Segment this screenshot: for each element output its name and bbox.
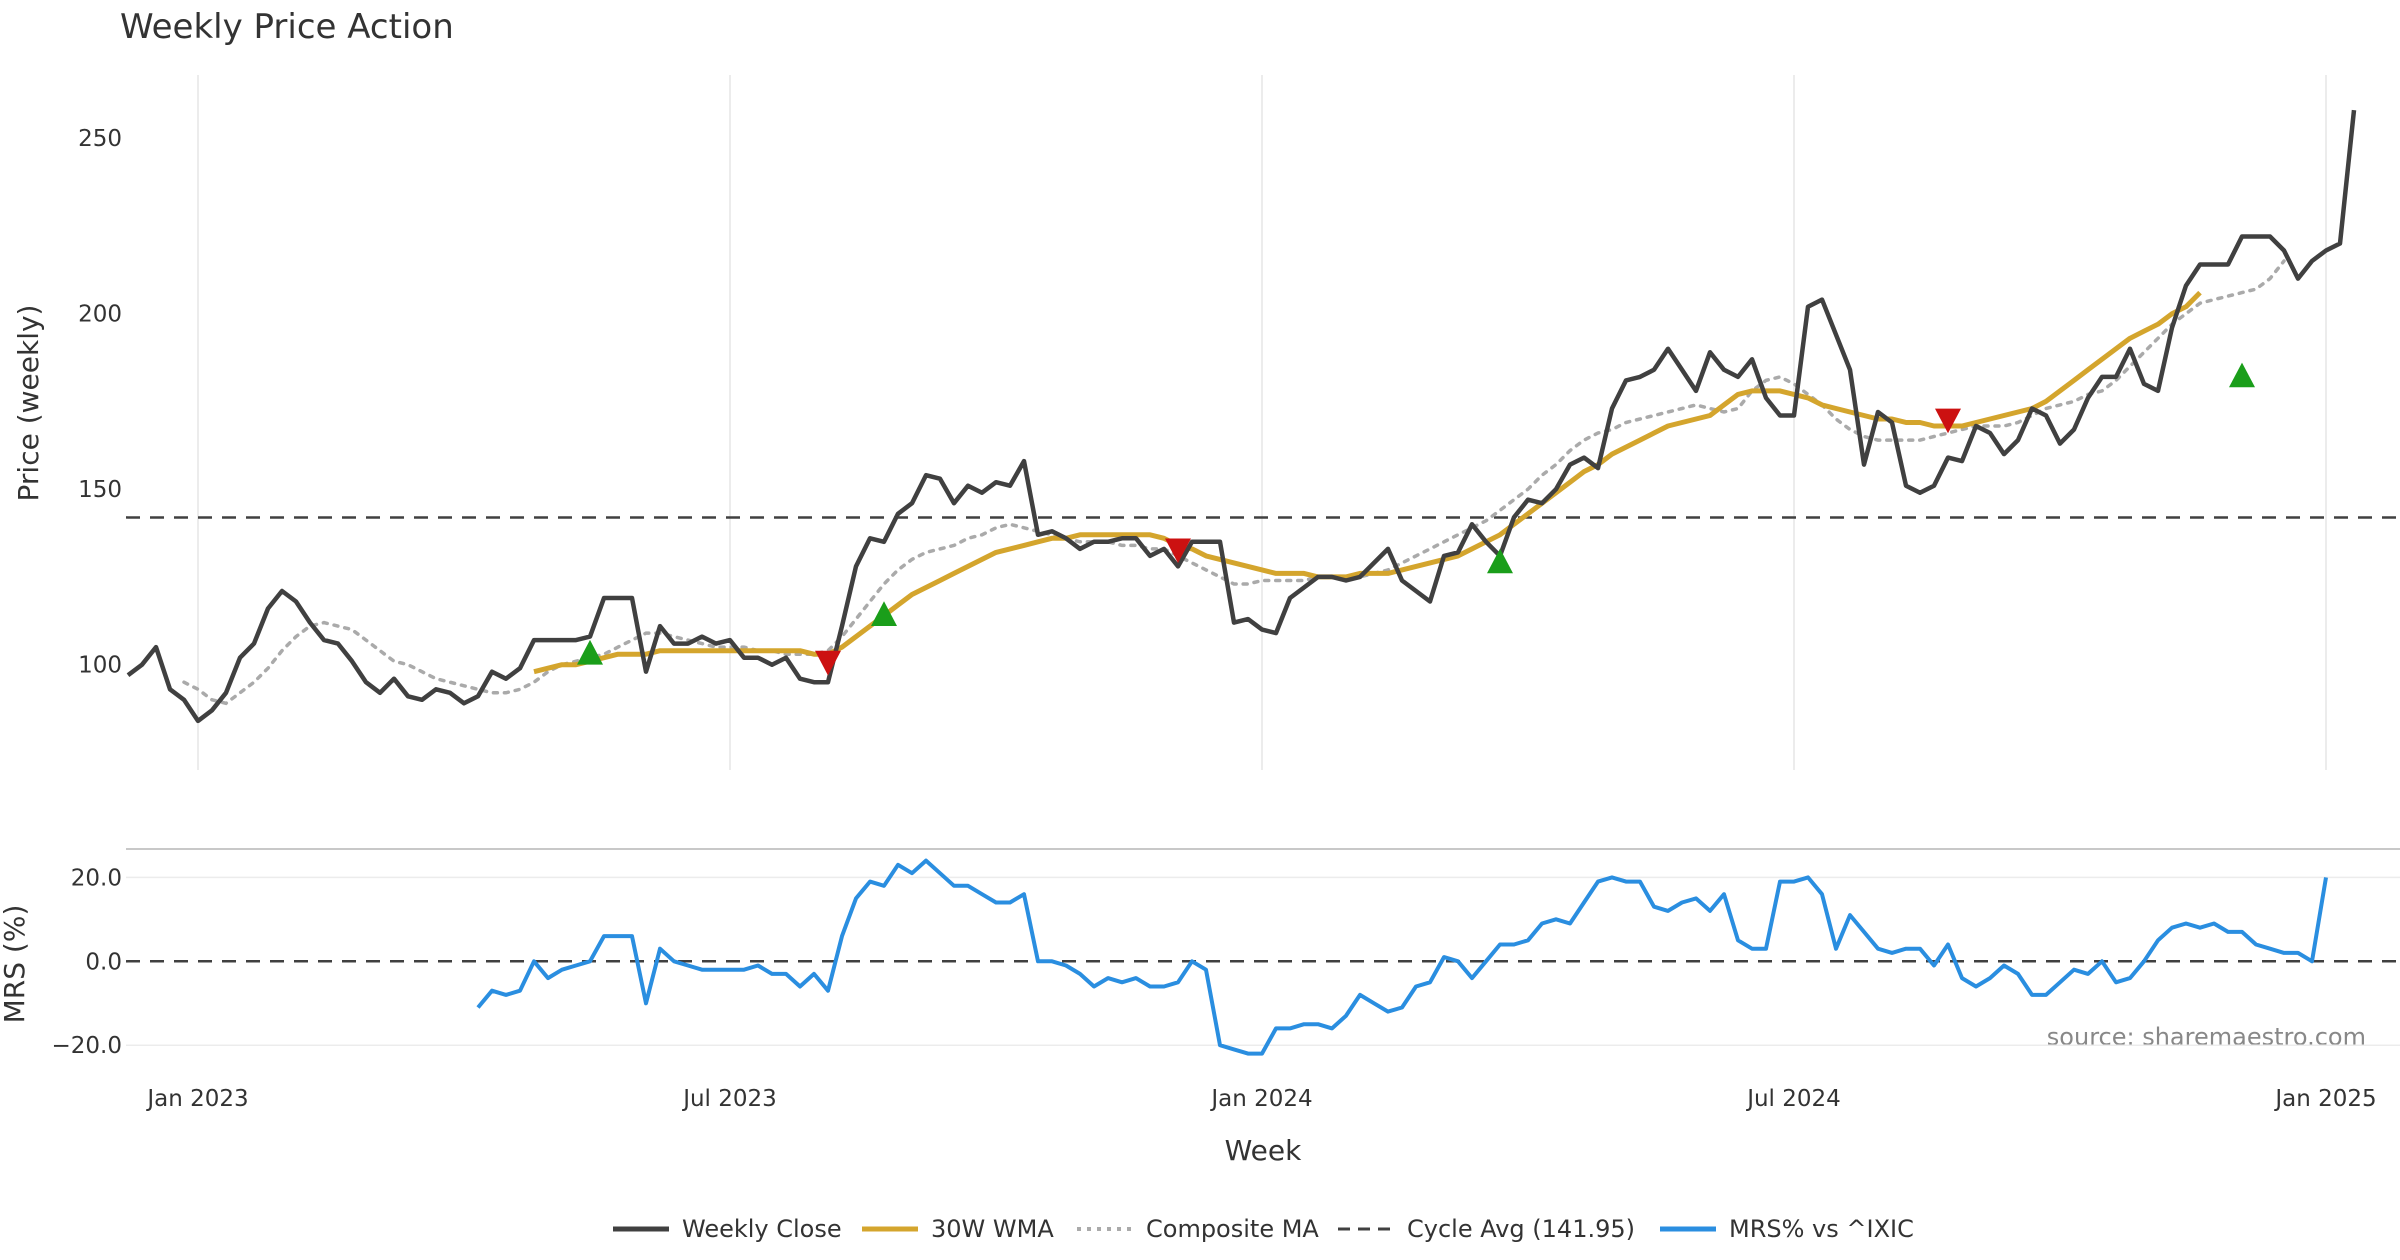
- x-tick-label: Jul 2023: [681, 1086, 777, 1112]
- legend-30w-wma-label: 30W WMA: [931, 1215, 1054, 1243]
- mrs-y-tick-label: −20.0: [52, 1033, 122, 1059]
- x-tick-label: Jul 2024: [1745, 1086, 1841, 1112]
- mrs-axis-label: MRS (%): [0, 905, 31, 1024]
- legend-30w-wma: 30W WMA: [862, 1215, 1054, 1243]
- chart-legend: Weekly Close 30W WMA Composite MA Cycle Avg…: [613, 1215, 1914, 1243]
- weekly-close-line: [126, 109, 2357, 724]
- source-note: source: sharemaestro.com: [2047, 1023, 2366, 1051]
- mrs-y-tick-label: 20.0: [71, 865, 122, 891]
- series-layer: [126, 109, 2400, 1056]
- price-y-tick-label: 200: [78, 302, 122, 328]
- buy-signal-marker: [2229, 362, 2255, 388]
- tick-label-layer: 100 150 200 250 20.0 0.0 −20.0 Jan 2023 Jul 2023…: [52, 126, 2377, 1112]
- legend-composite-ma: Composite MA: [1077, 1215, 1319, 1243]
- mrs-line: [476, 858, 2328, 1056]
- legend-weekly-close: Weekly Close: [613, 1215, 842, 1243]
- sell-signal-marker: [1165, 538, 1191, 564]
- legend-cycle-avg-label: Cycle Avg (141.95): [1407, 1215, 1635, 1243]
- sell-signal-marker: [1935, 408, 1961, 434]
- legend-cycle-avg: Cycle Avg (141.95): [1338, 1215, 1635, 1243]
- buy-signal-marker: [871, 601, 897, 626]
- grid-layer: [126, 75, 2400, 1046]
- buy-signal-marker: [577, 639, 603, 665]
- x-axis-label: Week: [1225, 1134, 1302, 1167]
- x-tick-label: Jan 2023: [145, 1086, 248, 1112]
- chart-title: Weekly Price Action: [120, 7, 454, 47]
- x-tick-label: Jan 2024: [1209, 1086, 1312, 1112]
- buy-signal-marker: [1487, 548, 1513, 574]
- legend-mrs: MRS% vs ^IXIC: [1660, 1215, 1914, 1243]
- sell-signal-marker: [815, 650, 841, 676]
- legend-weekly-close-label: Weekly Close: [682, 1215, 842, 1243]
- legend-mrs-label: MRS% vs ^IXIC: [1729, 1215, 1914, 1243]
- mrs-y-tick-label: 0.0: [85, 949, 122, 975]
- price-y-tick-label: 150: [78, 477, 122, 503]
- composite-ma-line: [182, 259, 2286, 706]
- legend-composite-ma-label: Composite MA: [1146, 1215, 1319, 1243]
- signal-marker-layer: [577, 362, 2255, 676]
- x-tick-label: Jan 2025: [2273, 1086, 2376, 1112]
- price-y-tick-label: 100: [78, 653, 122, 679]
- wma-30w-line: [533, 290, 2202, 675]
- price-y-tick-label: 250: [78, 126, 122, 152]
- price-axis-label: Price (weekly): [12, 305, 45, 502]
